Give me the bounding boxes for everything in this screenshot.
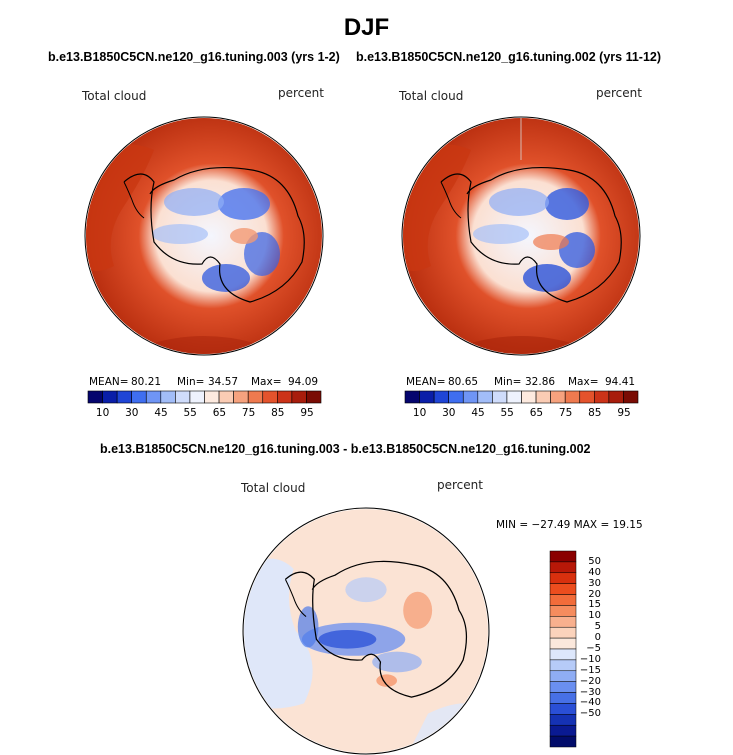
colorbar-swatch	[247, 390, 264, 404]
colorbar-swatch	[116, 390, 132, 404]
colorbar-tick-label: 55	[183, 407, 197, 419]
diff-colorbar-tick-label: −30	[579, 686, 601, 698]
right-variable-label: Total cloud	[399, 89, 464, 103]
colorbar-tick-label: 95	[300, 407, 314, 419]
diff-colorbar-tick-label: −5	[586, 643, 601, 654]
colorbar-tick-label: 45	[154, 407, 168, 419]
right-max-label: Max=	[568, 376, 599, 388]
colorbar-swatch	[87, 390, 103, 404]
right-min-label: Min=	[494, 376, 522, 388]
colorbar-tick-label: 45	[471, 407, 485, 419]
colorbar-swatch	[477, 390, 493, 404]
colorbar-swatch	[204, 390, 220, 404]
diff-colorbar-tick-label: −15	[579, 664, 601, 676]
colorbar-swatch	[535, 390, 551, 404]
colorbar-swatch	[160, 390, 176, 404]
left-polar-map	[84, 116, 324, 356]
page-title: DJF	[343, 14, 390, 41]
diff-colorbar-tick-label: −20	[579, 675, 601, 687]
colorbar-swatch	[262, 390, 278, 404]
diff-colorbar-tick-label: −10	[579, 653, 601, 665]
right-min-value: 32.86	[525, 376, 556, 388]
colorbar-swatch	[433, 390, 449, 404]
left-min-label: Min=	[177, 376, 205, 388]
colorbar-tick-label: 10	[95, 407, 110, 419]
diff-colorbar-tick-label: 0	[594, 632, 601, 644]
colorbar-swatch	[102, 390, 118, 404]
colorbar-swatch	[521, 390, 537, 404]
colorbar-tick-label: 65	[529, 407, 544, 419]
diff-colorbar-tick-label: 10	[588, 610, 601, 622]
diff-colorbar-tick-label: 5	[594, 621, 601, 633]
diff-colorbar-tick-label: 30	[588, 577, 601, 589]
colorbar-tick-label: 55	[500, 407, 514, 419]
colorbar-swatch	[492, 390, 508, 404]
colorbar-swatch	[131, 390, 147, 404]
colorbar-tick-label: 30	[442, 407, 456, 419]
colorbar-swatch	[218, 390, 234, 404]
colorbar-tick-label: 65	[212, 407, 227, 419]
colorbar-swatch	[175, 390, 191, 404]
right-mean-label: MEAN=	[406, 376, 446, 388]
left-mean-label: MEAN=	[89, 376, 129, 388]
colorbar-tick-label: 10	[412, 407, 427, 419]
left-colorbar	[87, 390, 322, 404]
diff-minmax: MIN = −27.49 MAX = 19.15	[496, 519, 643, 531]
diff-colorbar-tick-label: 50	[588, 555, 601, 567]
diff-colorbar-swatch	[549, 724, 577, 737]
right-max-value: 94.41	[605, 376, 636, 388]
diff-colorbar-tick-label: −40	[579, 697, 601, 709]
left-panel-title: b.e13.B1850C5CN.ne120_g16.tuning.003 (yr…	[48, 50, 340, 64]
colorbar-tick-label: 95	[617, 407, 631, 419]
colorbar-swatch	[233, 390, 249, 404]
right-units-label: percent	[596, 86, 642, 100]
colorbar-swatch	[306, 390, 322, 404]
colorbar-swatch	[145, 390, 162, 404]
colorbar-swatch	[189, 390, 205, 404]
colorbar-tick-label: 85	[271, 407, 285, 419]
diff-polar-map	[242, 507, 490, 755]
colorbar-swatch	[608, 390, 624, 404]
colorbar-swatch	[506, 390, 522, 404]
right-polar-map	[401, 116, 641, 356]
colorbar-swatch	[594, 390, 610, 404]
colorbar-swatch	[448, 390, 464, 404]
diff-colorbar-swatch	[549, 735, 577, 748]
right-colorbar	[404, 390, 639, 404]
left-units-label: percent	[278, 86, 324, 100]
diff-units-label: percent	[437, 478, 483, 492]
colorbar-swatch	[579, 390, 595, 404]
diff-colorbar-tick-label: −50	[579, 708, 601, 720]
colorbar-tick-label: 30	[125, 407, 139, 419]
colorbar-swatch	[462, 390, 479, 404]
colorbar-swatch	[623, 390, 639, 404]
left-mean-value: 80.21	[131, 376, 162, 388]
colorbar-swatch	[404, 390, 420, 404]
diff-colorbar-tick-label: 40	[588, 566, 601, 578]
colorbar-swatch	[419, 390, 435, 404]
diff-colorbar-tick-label: 15	[588, 599, 601, 611]
diff-panel-title: b.e13.B1850C5CN.ne120_g16.tuning.003 - b…	[100, 442, 591, 456]
left-variable-label: Total cloud	[82, 89, 147, 103]
left-min-value: 34.57	[208, 376, 239, 388]
colorbar-tick-label: 75	[241, 407, 256, 419]
diff-colorbar	[549, 550, 577, 748]
left-max-label: Max=	[251, 376, 282, 388]
colorbar-swatch	[291, 390, 307, 404]
colorbar-tick-label: 75	[558, 407, 573, 419]
right-panel-title: b.e13.B1850C5CN.ne120_g16.tuning.002 (yr…	[356, 50, 662, 64]
left-max-value: 94.09	[288, 376, 319, 388]
diff-colorbar-tick-label: 20	[588, 588, 601, 600]
colorbar-swatch	[550, 390, 566, 404]
right-mean-value: 80.65	[448, 376, 479, 388]
colorbar-swatch	[277, 390, 293, 404]
colorbar-swatch	[564, 390, 581, 404]
diff-variable-label: Total cloud	[241, 481, 306, 495]
colorbar-tick-label: 85	[588, 407, 602, 419]
